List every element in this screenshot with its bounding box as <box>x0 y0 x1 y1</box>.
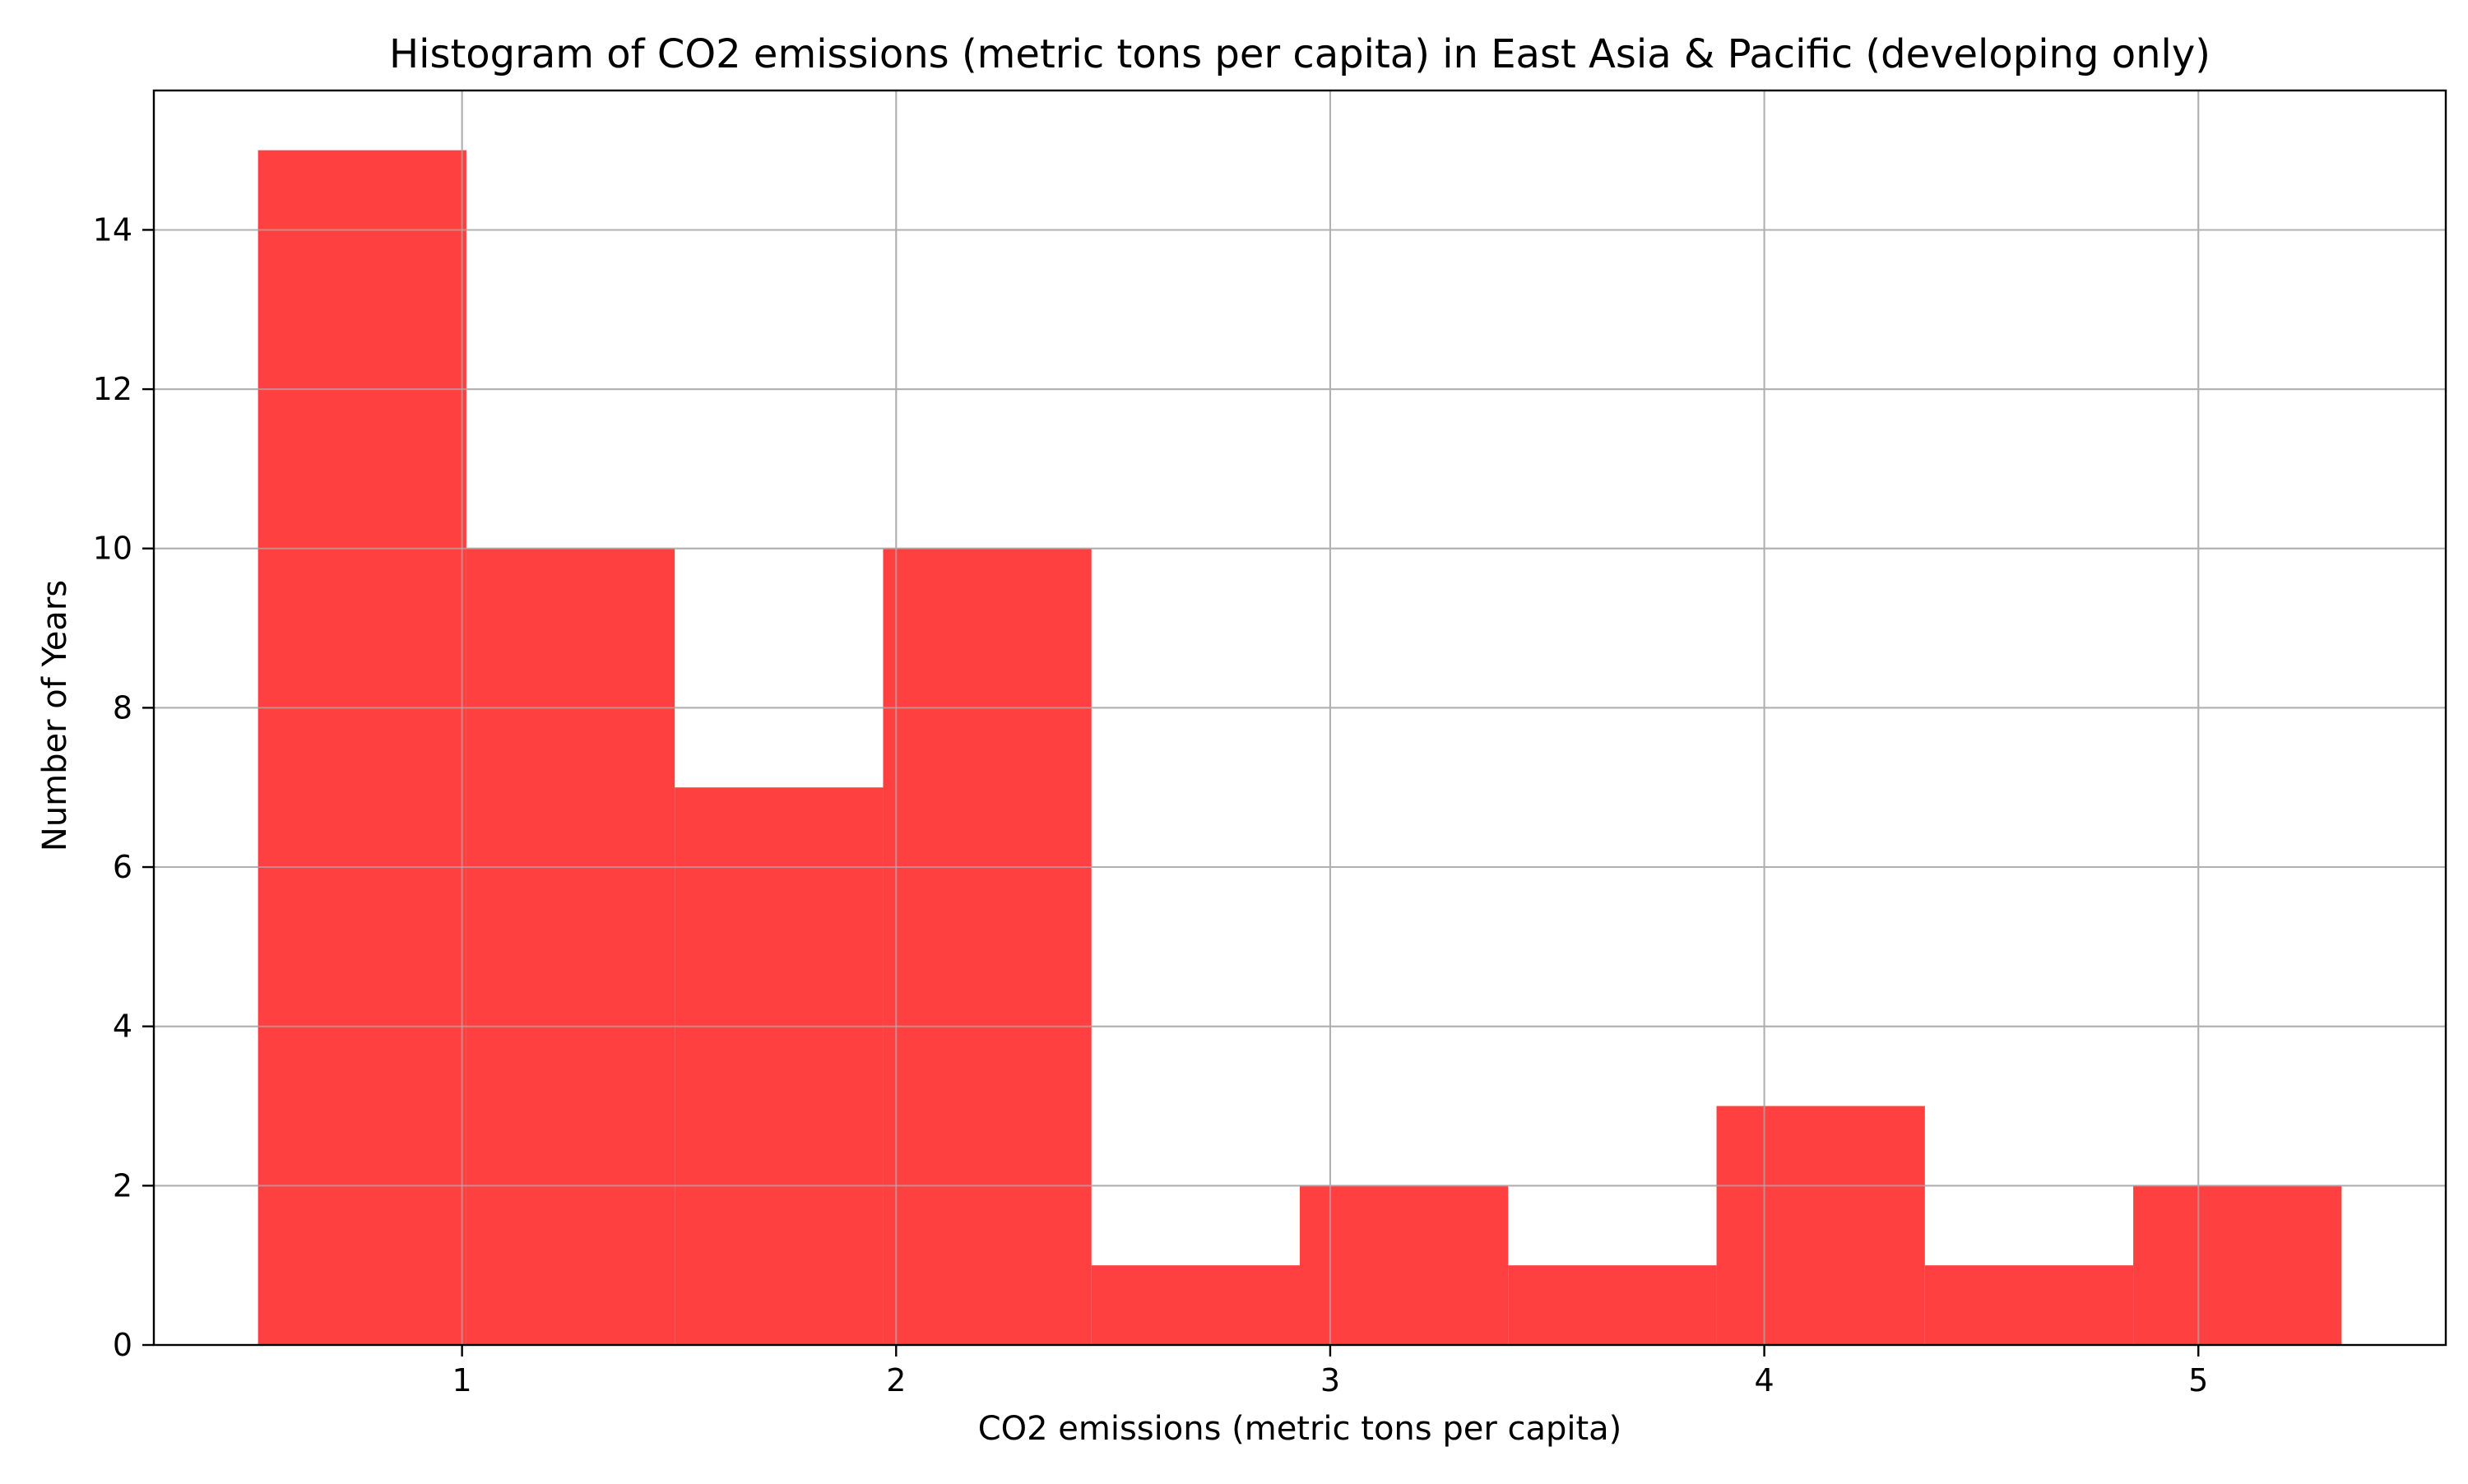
x-tick-label: 3 <box>1320 1362 1340 1398</box>
plot-frame <box>152 89 2447 1347</box>
y-tick-label: 14 <box>93 211 132 248</box>
y-tick-label: 2 <box>113 1167 132 1203</box>
y-tick-label: 8 <box>113 689 132 726</box>
histogram-bar <box>883 548 1092 1345</box>
histogram-bar <box>2133 1185 2342 1345</box>
x-tick-label: 2 <box>886 1362 906 1398</box>
y-tick-label: 12 <box>93 371 132 407</box>
axes-layer <box>152 89 2447 1347</box>
y-tick-label: 10 <box>93 531 132 567</box>
chart-title: Histogram of CO2 emissions (metric tons … <box>389 31 2211 77</box>
y-tick-label: 4 <box>113 1009 132 1045</box>
y-tick-label: 6 <box>113 849 132 885</box>
histogram-bar <box>675 787 884 1345</box>
histogram-bar <box>1716 1106 1925 1345</box>
histogram-bar <box>1300 1185 1509 1345</box>
histogram-bar <box>1508 1265 1717 1345</box>
histogram-bar <box>257 150 466 1346</box>
histogram-bar <box>1924 1265 2134 1345</box>
y-axis-label: Number of Years <box>36 580 74 851</box>
histogram-bar <box>466 548 675 1345</box>
x-axis-label: CO2 emissions (metric tons per capita) <box>978 1410 1622 1448</box>
y-tick-label: 0 <box>113 1327 132 1363</box>
bars-layer <box>257 150 2342 1346</box>
histogram-bar <box>1091 1265 1300 1345</box>
x-tick-label: 5 <box>2188 1362 2208 1398</box>
x-tick-label: 4 <box>1754 1362 1774 1398</box>
x-tick-label: 1 <box>452 1362 472 1398</box>
